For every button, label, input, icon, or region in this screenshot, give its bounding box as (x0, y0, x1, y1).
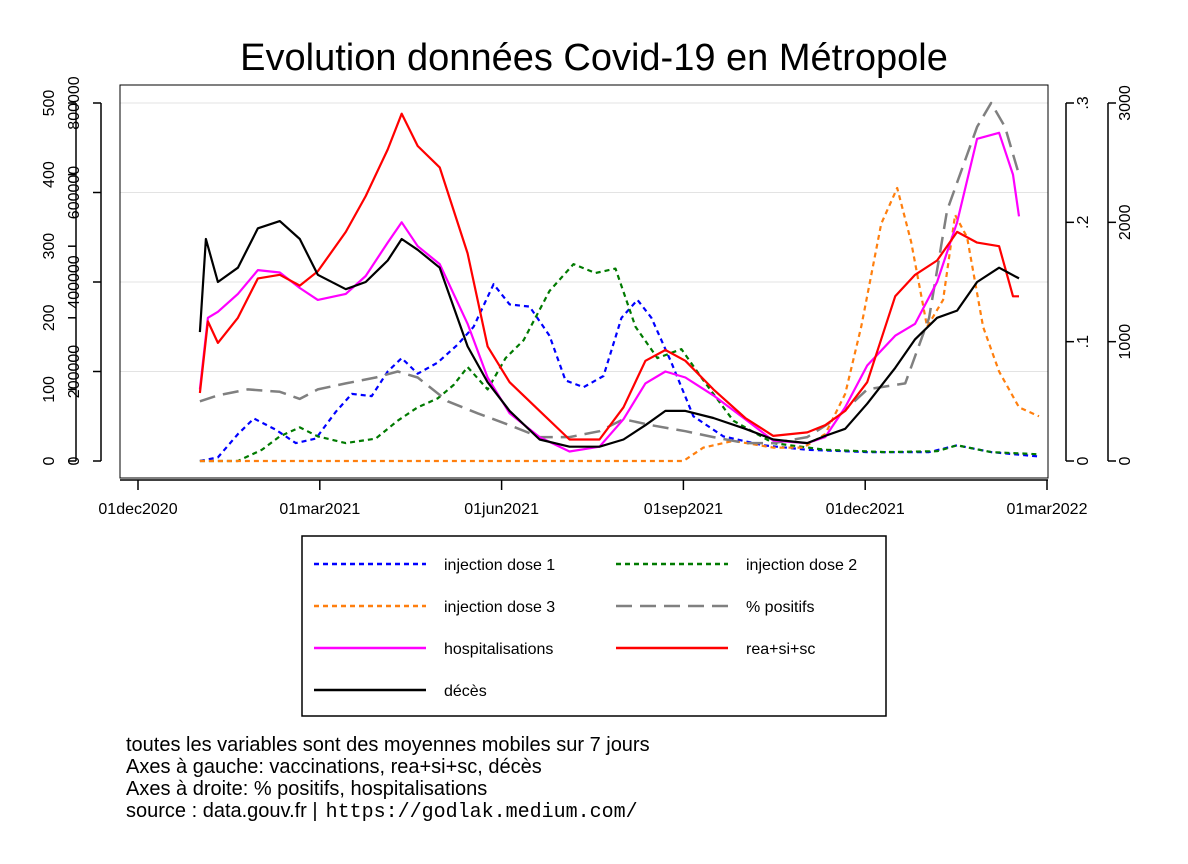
x-tick-label: 01dec2021 (826, 501, 905, 518)
series-line-rea-si-sc (198, 112, 1019, 441)
source-url: https://godlak.medium.com/ (325, 801, 638, 824)
axes: 0100200300400500020000040000060000080000… (41, 76, 1134, 518)
plot-frame (119, 84, 1049, 479)
y-tick-label-right_outer: 2000 (1117, 204, 1134, 240)
series-lines (198, 101, 1040, 463)
x-tick-label: 01mar2022 (1007, 501, 1088, 518)
legend-label: % positifs (746, 599, 814, 616)
y-tick-label-right_outer: 1000 (1117, 324, 1134, 360)
x-tick-label: 01mar2021 (279, 501, 360, 518)
y-tick-label-right_inner: .3 (1075, 96, 1092, 109)
y-tick-label-left_outer: 200 (41, 304, 58, 331)
y-tick-label-right_inner: 0 (1075, 456, 1092, 465)
series-line-d-c-s (198, 220, 1020, 448)
series-line--positifs (199, 101, 1021, 445)
y-tick-label-right_inner: .1 (1075, 335, 1092, 348)
x-tick-label: 01sep2021 (644, 501, 723, 518)
y-tick-label-right_inner: .2 (1075, 216, 1092, 229)
x-tick-label: 01dec2020 (98, 501, 177, 518)
source-label: source : data.gouv.fr | (126, 800, 318, 822)
legend: injection dose 1 injection dose 2 injectio… (301, 535, 887, 717)
legend-box (301, 535, 887, 717)
y-tick-label-left_inner: 600000 (66, 166, 83, 219)
y-tick-label-left_outer: 0 (41, 456, 58, 465)
chart-notes: toutes les variables sont des moyennes m… (126, 734, 650, 824)
y-tick-label-left_outer: 400 (41, 161, 58, 188)
legend-label: injection dose 2 (746, 557, 857, 574)
note-right-axes: Axes à droite: % positifs, hospitalisati… (126, 778, 488, 800)
series-line-injection-dose-1 (199, 283, 1040, 463)
y-tick-label-right_outer: 0 (1117, 456, 1134, 465)
y-tick-label-left_inner: 0 (66, 456, 83, 465)
y-tick-label-left_outer: 300 (41, 233, 58, 260)
legend-label: injection dose 3 (444, 599, 555, 616)
legend-label: rea+si+sc (746, 641, 815, 658)
y-tick-label-left_outer: 500 (41, 90, 58, 117)
note-left-axes: Axes à gauche: vaccinations, rea+si+sc, … (126, 756, 542, 778)
legend-label: hospitalisations (444, 641, 553, 658)
series-line-injection-dose-3 (199, 186, 1040, 463)
grid-lines (120, 102, 1048, 372)
note-moving-average: toutes les variables sont des moyennes m… (126, 734, 650, 756)
y-tick-label-left_inner: 400000 (66, 255, 83, 308)
x-tick-label: 01jun2021 (464, 501, 539, 518)
note-source: source : data.gouv.fr | https://godlak.me… (126, 800, 650, 824)
chart-title: Evolution données Covid-19 en Métropole (240, 37, 948, 79)
y-tick-label-left_outer: 100 (41, 376, 58, 403)
y-tick-label-left_inner: 200000 (66, 345, 83, 398)
y-tick-label-right_outer: 3000 (1117, 85, 1134, 121)
series-line-injection-dose-2 (199, 263, 1040, 463)
y-tick-label-left_inner: 800000 (66, 76, 83, 129)
series-line-hospitalisations (198, 131, 1021, 453)
legend-label: décès (444, 683, 487, 700)
legend-label: injection dose 1 (444, 557, 555, 574)
